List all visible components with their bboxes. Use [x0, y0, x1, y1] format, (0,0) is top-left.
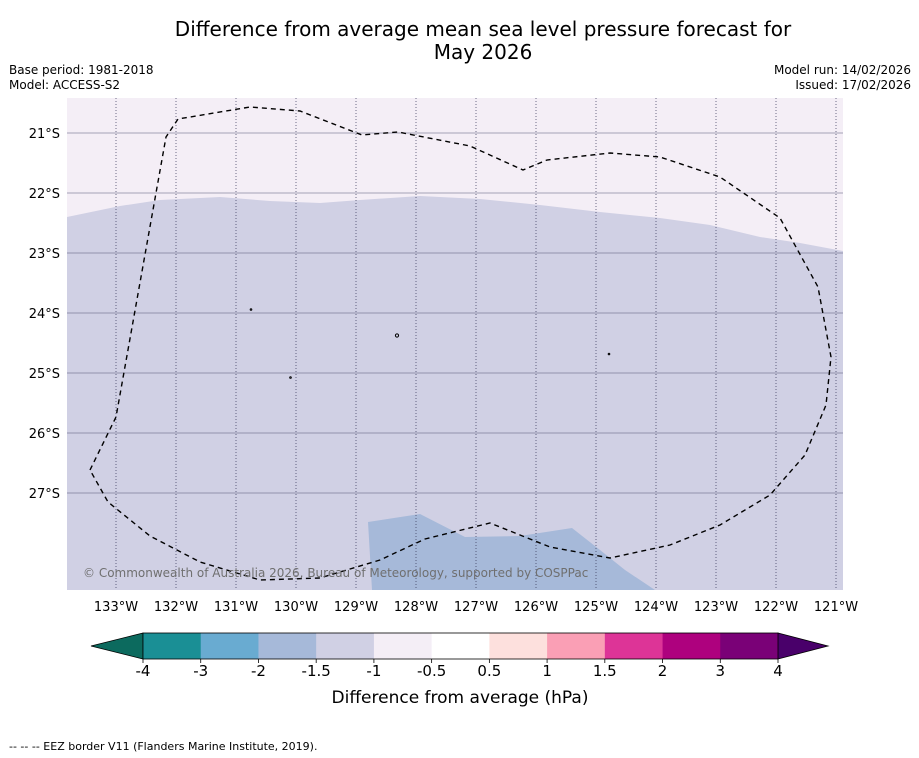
lat-label: 27°S: [29, 487, 60, 502]
lon-label: 121°W: [814, 600, 858, 615]
colorbar-tick-label: 2: [658, 662, 668, 680]
colorbar-tick-label: 4: [773, 662, 783, 680]
lon-label: 123°W: [694, 600, 738, 615]
colorbar-segment: [489, 633, 548, 659]
eez-legend: -- -- -- EEZ border V11 (Flanders Marine…: [9, 740, 318, 753]
lon-label: 130°W: [274, 600, 318, 615]
lon-label: 122°W: [754, 600, 798, 615]
lon-label: 133°W: [94, 600, 138, 615]
model-name: Model: ACCESS-S2: [9, 78, 121, 92]
colorbar-segment: [316, 633, 375, 659]
lat-label: 22°S: [29, 187, 60, 202]
colorbar-tick-label: -4: [136, 662, 151, 680]
colorbar-title: Difference from average (hPa): [332, 688, 589, 708]
lon-label: 124°W: [634, 600, 678, 615]
model-run: Model run: 14/02/2026: [773, 63, 911, 77]
lat-label: 24°S: [29, 307, 60, 322]
lon-label: 131°W: [214, 600, 258, 615]
region-neg-1-5-to-neg-2: [368, 514, 655, 590]
colorbar-tick-label: -2: [251, 662, 266, 680]
colorbar-tick-label: 0.5: [477, 662, 501, 680]
colorbar-segment: [547, 633, 606, 659]
region-neg-0-5-to-neg-1: [67, 98, 843, 251]
colorbar-segment: [431, 633, 490, 659]
colorbar: -4 -3 -2 -1.5 -1 -0.5 0.5 1 1.5 2 3 4 Difference fr…: [90, 632, 830, 708]
colorbar-high-extend: [777, 632, 830, 660]
meta-left: Base period: 1981-2018 Model: ACCESS-S2: [9, 63, 154, 93]
colorbar-tick-label: 1.5: [593, 662, 617, 680]
colorbar-tick-label: 3: [715, 662, 725, 680]
colorbar-tick-label: -1.5: [302, 662, 331, 680]
base-period: Base period: 1981-2018: [9, 63, 154, 77]
lon-label: 125°W: [574, 600, 618, 615]
lon-gridlines: [115, 98, 837, 590]
lat-label: 23°S: [29, 247, 60, 262]
colorbar-tick-label: -0.5: [417, 662, 446, 680]
colorbar-segment: [720, 633, 779, 659]
colorbar-segment: [258, 633, 317, 659]
lon-label: 128°W: [394, 600, 438, 615]
colorbar-segment: [373, 633, 432, 659]
colorbar-segment: [604, 633, 663, 659]
lon-label: 127°W: [454, 600, 498, 615]
colorbar-segment: [143, 633, 202, 659]
colorbar-segment: [662, 633, 721, 659]
lat-label: 21°S: [29, 127, 60, 142]
title-line-2: May 2026: [433, 40, 533, 64]
lat-label: 26°S: [29, 427, 60, 442]
colorbar-outline: [142, 632, 779, 660]
map-title: Difference from average mean sea level p…: [0, 18, 919, 64]
meta-right: Model run: 14/02/2026 Issued: 17/02/2026: [774, 63, 911, 93]
island-marks: [249, 308, 611, 379]
lat-gridlines: [67, 132, 843, 494]
eez-border: [89, 106, 832, 581]
colorbar-tick-label: -3: [193, 662, 208, 680]
colorbar-tick-label: 1: [542, 662, 552, 680]
lon-axis-labels: 133°W 132°W 131°W 130°W 129°W 128°W 127°…: [94, 600, 858, 615]
lon-label: 129°W: [334, 600, 378, 615]
lat-label: 25°S: [29, 367, 60, 382]
lon-label: 126°W: [514, 600, 558, 615]
copyright-notice: © Commonwealth of Australia 2026, Bureau…: [83, 566, 588, 580]
title-line-1: Difference from average mean sea level p…: [174, 17, 792, 41]
colorbar-segment: [200, 633, 259, 659]
issued-date: Issued: 17/02/2026: [795, 78, 911, 92]
lat-axis-labels: 21°S 22°S 23°S 24°S 25°S 26°S 27°S: [29, 127, 60, 502]
colorbar-tick-label: -1: [366, 662, 381, 680]
lon-label: 132°W: [154, 600, 198, 615]
colorbar-low-extend: [90, 632, 144, 660]
